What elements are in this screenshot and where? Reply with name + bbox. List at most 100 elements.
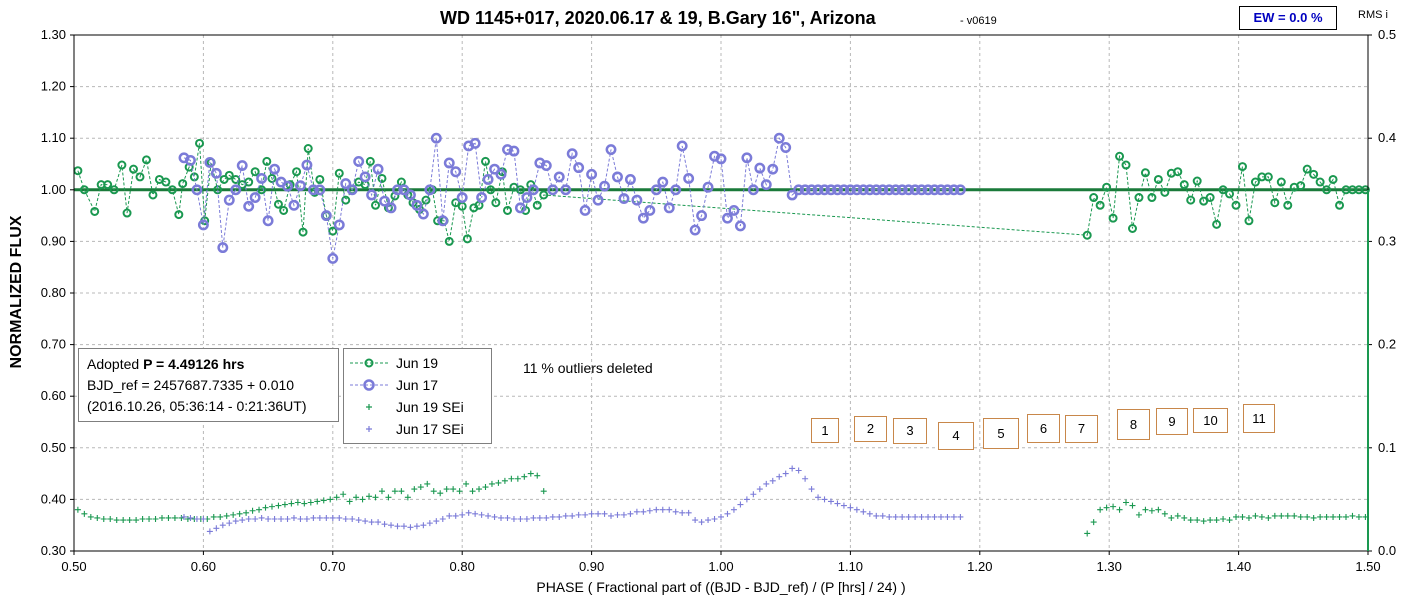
data-point (333, 494, 340, 501)
data-point (747, 184, 759, 196)
data-point (372, 494, 379, 501)
data-point (371, 200, 381, 210)
segment-label-11: 11 (1243, 404, 1275, 433)
data-point (256, 506, 263, 513)
y2-tick-label: 0.2 (1378, 337, 1396, 352)
data-point (754, 162, 766, 174)
data-point (508, 475, 515, 482)
data-point (1322, 185, 1332, 195)
data-point (569, 512, 576, 519)
data-point (204, 157, 216, 168)
data-point (323, 514, 330, 521)
data-point (782, 470, 789, 477)
data-point (282, 180, 293, 192)
data-point (310, 514, 317, 521)
data-point (539, 190, 549, 200)
data-point (94, 514, 101, 521)
data-point (1135, 511, 1142, 518)
data-point (443, 157, 455, 169)
data-point (426, 520, 433, 527)
data-point (388, 522, 395, 529)
data-point (146, 516, 153, 523)
data-point (365, 156, 375, 166)
data-point (1121, 160, 1131, 170)
y-tick-label: 0.30 (41, 543, 66, 558)
data-point (210, 167, 222, 179)
data-point (734, 220, 746, 232)
data-point (1220, 516, 1227, 523)
data-point (292, 167, 302, 177)
data-point (392, 184, 403, 196)
data-point (793, 184, 805, 196)
data-point (411, 486, 418, 493)
data-point (1179, 180, 1189, 190)
data-point (860, 508, 867, 515)
data-point (250, 167, 260, 177)
data-point (1343, 513, 1349, 520)
segment-label-8: 8 (1117, 409, 1150, 440)
data-point (527, 470, 534, 477)
data-point (262, 156, 272, 166)
info-line1-prefix: Adopted (87, 356, 144, 372)
segment-label-5: 5 (983, 418, 1019, 449)
data-point (273, 199, 283, 209)
series-connector (183, 136, 961, 259)
legend-symbol-jun17 (350, 379, 388, 391)
x-tick-label: 0.90 (579, 559, 604, 574)
data-point (495, 168, 507, 180)
x-tick-labels: 0.50 0.60 0.70 0.80 0.90 1.00 1.10 1.20 1.30 1.40… (61, 559, 1380, 574)
data-point (109, 185, 119, 195)
data-point (536, 514, 543, 521)
data-point (612, 171, 623, 183)
data-point (362, 518, 369, 525)
data-point (767, 163, 779, 175)
data-point (368, 519, 375, 526)
data-point (1207, 517, 1214, 524)
data-point (601, 510, 608, 517)
data-point (705, 517, 712, 524)
data-point (1291, 512, 1298, 519)
legend-item-jun19: Jun 19 (348, 352, 487, 374)
data-point (1116, 506, 1123, 513)
data-point (679, 509, 686, 516)
data-point (573, 162, 585, 174)
data-point (197, 219, 209, 231)
data-point (472, 510, 479, 517)
data-point (353, 155, 365, 167)
y-tick-label: 0.90 (41, 233, 66, 248)
data-point (1082, 230, 1092, 240)
x-axis-label: PHASE ( Fractional part of ((BJD - BJD_r… (536, 579, 905, 595)
data-point (890, 184, 902, 196)
data-point (359, 171, 371, 183)
data-point (491, 513, 498, 520)
data-point (1244, 216, 1254, 226)
y2-tick-label: 0.0 (1378, 543, 1396, 558)
data-point (918, 513, 925, 520)
data-point (931, 513, 938, 520)
data-point (1330, 513, 1337, 520)
data-point (329, 514, 336, 521)
data-point (301, 159, 313, 171)
data-point (562, 512, 569, 519)
data-point (741, 152, 753, 164)
data-point (424, 480, 431, 487)
data-point (284, 516, 291, 523)
legend: Jun 19 Jun 17 Jun 19 SEi Jun 17 SEi (343, 348, 492, 444)
data-point (827, 498, 834, 505)
data-point (129, 164, 139, 174)
series-jun-19-sei (74, 470, 1369, 537)
data-point (802, 475, 809, 482)
data-point (666, 506, 673, 513)
data-point (892, 513, 899, 520)
data-point (806, 184, 818, 196)
data-point (244, 177, 254, 187)
data-point (1174, 512, 1181, 519)
data-point (605, 144, 617, 156)
data-point (650, 184, 662, 196)
data-point (1309, 169, 1319, 179)
data-point (521, 192, 533, 203)
data-point (646, 507, 653, 514)
data-point (315, 174, 325, 184)
data-point (148, 190, 158, 200)
data-point (113, 517, 120, 524)
